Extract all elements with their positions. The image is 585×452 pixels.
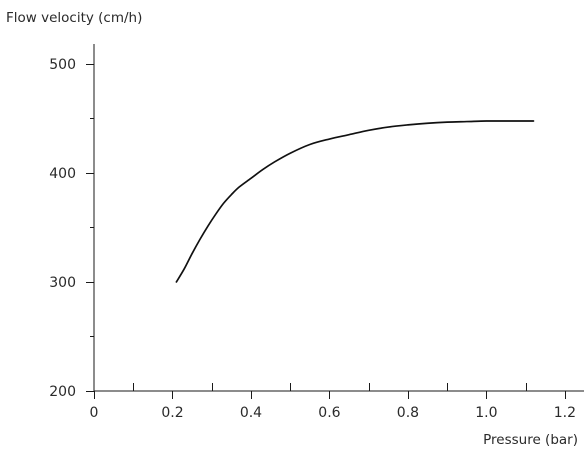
axis-ticks: 0 0.2 0.4 0.6 0.8 1.0 1.2 200 300 400 500 (49, 57, 576, 421)
y-tick-label: 500 (49, 57, 76, 73)
flow-velocity-line (175, 120, 535, 283)
series-group (175, 120, 535, 283)
x-tick-label: 0 (90, 405, 99, 421)
x-tick-label: 1.0 (475, 405, 497, 421)
x-tick-label: 0.8 (397, 405, 419, 421)
x-tick-label: 0.2 (161, 405, 183, 421)
y-tick-label: 300 (49, 275, 76, 291)
x-tick-label: 1.2 (554, 405, 576, 421)
x-axis-title: Pressure (bar) (483, 432, 578, 448)
x-tick-label: 0.6 (318, 405, 340, 421)
x-tick-label: 0.4 (240, 405, 262, 421)
y-tick-label: 400 (49, 166, 76, 182)
y-axis-title: Flow velocity (cm/h) (6, 10, 142, 26)
y-tick-label: 200 (49, 384, 76, 400)
